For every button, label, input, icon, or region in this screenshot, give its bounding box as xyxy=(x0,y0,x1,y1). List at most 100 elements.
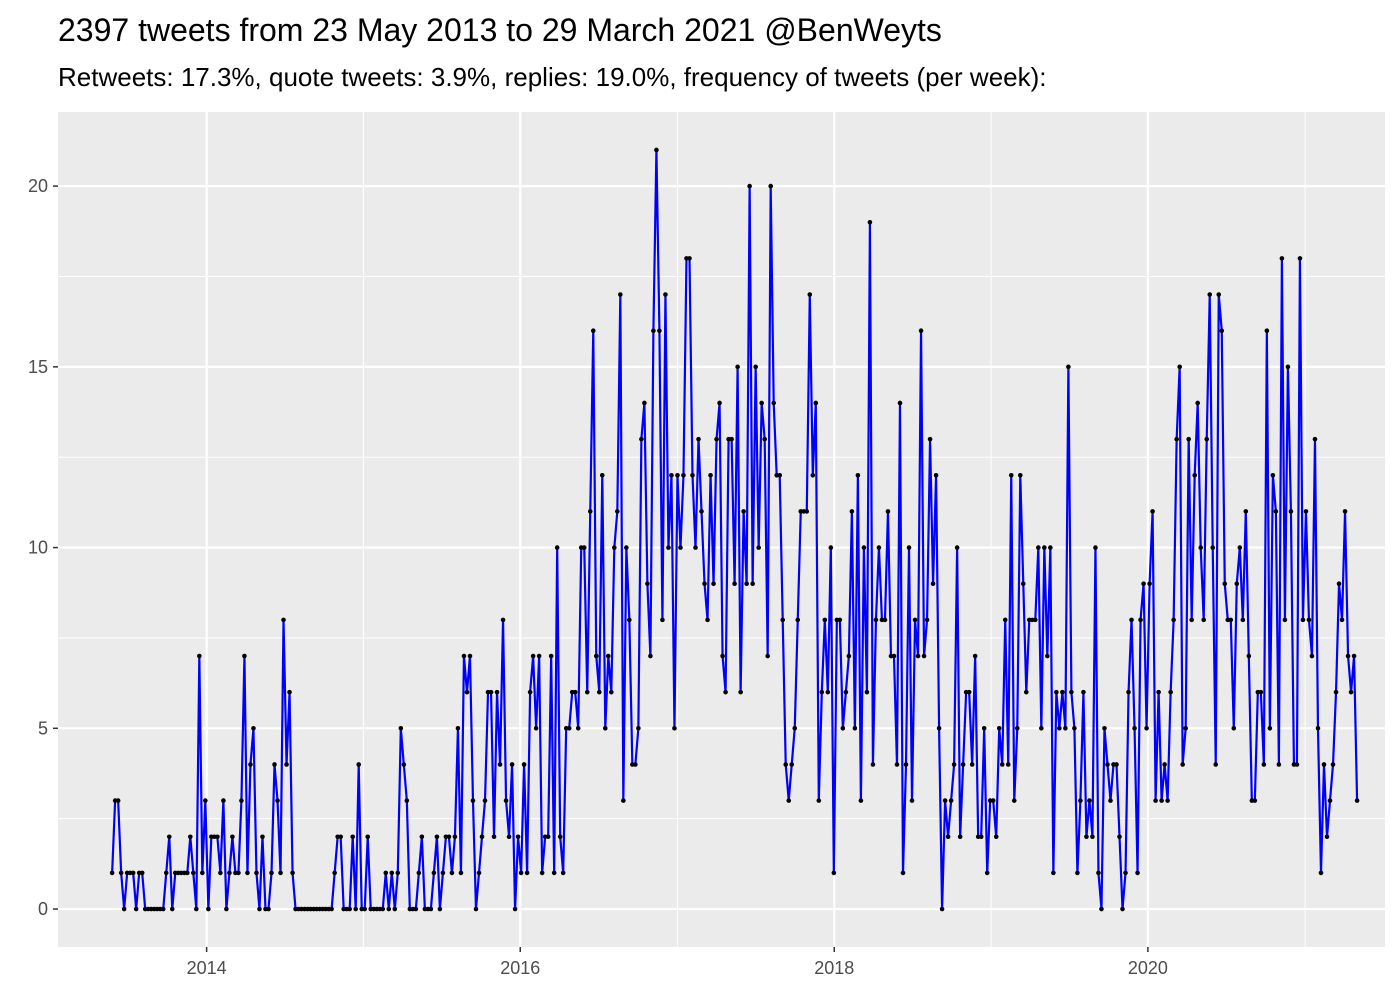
data-point xyxy=(864,689,870,695)
y-tick-label: 0 xyxy=(38,899,48,919)
data-point xyxy=(1333,689,1339,695)
data-point xyxy=(1123,870,1128,876)
data-point xyxy=(795,617,801,623)
data-point xyxy=(612,545,617,550)
data-point xyxy=(1060,689,1065,695)
data-point xyxy=(278,870,283,876)
data-point xyxy=(1120,906,1125,912)
data-point xyxy=(115,798,121,803)
data-point xyxy=(648,653,653,659)
data-point xyxy=(609,689,614,695)
data-point xyxy=(1117,834,1122,840)
data-point xyxy=(1054,689,1059,695)
data-point xyxy=(401,762,407,767)
data-point xyxy=(930,581,936,587)
data-point xyxy=(642,400,647,406)
data-point xyxy=(891,653,897,659)
data-point xyxy=(1096,870,1101,876)
data-point xyxy=(1093,545,1098,550)
data-point xyxy=(524,870,530,876)
x-tick-label: 2018 xyxy=(814,958,854,978)
data-point xyxy=(188,834,193,840)
data-point xyxy=(1336,581,1342,587)
data-point xyxy=(1081,689,1086,695)
data-point xyxy=(819,689,825,695)
data-point xyxy=(1099,906,1104,912)
data-point xyxy=(1222,581,1228,587)
y-tick-label: 15 xyxy=(28,357,48,377)
data-point xyxy=(771,400,776,406)
data-point xyxy=(663,292,668,297)
data-point xyxy=(272,762,277,767)
data-point xyxy=(1219,328,1225,333)
data-point xyxy=(1192,472,1197,478)
data-point xyxy=(825,689,831,695)
data-point xyxy=(434,834,440,840)
data-point xyxy=(1318,870,1324,876)
data-point xyxy=(672,726,677,731)
data-point xyxy=(729,436,734,442)
data-point xyxy=(1231,726,1237,731)
data-point xyxy=(714,436,719,442)
data-point xyxy=(816,798,822,803)
data-point xyxy=(1129,617,1134,623)
data-point xyxy=(753,364,758,370)
data-point xyxy=(479,834,485,840)
chart-subtitle: Retweets: 17.3%, quote tweets: 3.9%, rep… xyxy=(58,62,1047,92)
data-point xyxy=(720,653,725,659)
data-point xyxy=(1078,798,1083,803)
data-point xyxy=(1063,726,1068,731)
data-point xyxy=(1324,834,1330,840)
data-point xyxy=(224,906,229,912)
data-point xyxy=(1189,617,1194,623)
data-point xyxy=(699,509,704,514)
data-point xyxy=(1168,689,1173,695)
data-point xyxy=(951,762,957,767)
axes-layer: 0 5 10 15 20 2014 2016 2018 2020 xyxy=(28,176,1168,978)
y-tick-label: 5 xyxy=(38,718,48,738)
data-point xyxy=(783,762,789,767)
data-point xyxy=(440,870,446,876)
data-point xyxy=(428,906,434,912)
data-point xyxy=(566,726,572,731)
data-point xyxy=(353,906,359,912)
data-point xyxy=(918,328,924,333)
data-point xyxy=(269,870,274,876)
data-point xyxy=(906,545,912,550)
data-point xyxy=(215,834,220,840)
data-point xyxy=(509,762,515,767)
data-point xyxy=(380,906,386,912)
data-point xyxy=(978,834,984,840)
data-point xyxy=(915,653,921,659)
data-point xyxy=(1246,653,1252,659)
data-point xyxy=(332,870,337,876)
data-point xyxy=(957,834,963,840)
data-point xyxy=(1174,436,1179,442)
data-point xyxy=(560,870,566,876)
data-point xyxy=(266,906,271,912)
data-point xyxy=(633,762,638,767)
data-point xyxy=(984,870,990,876)
data-point xyxy=(1008,472,1014,478)
data-point xyxy=(690,472,695,478)
data-point xyxy=(666,545,671,550)
data-point xyxy=(990,798,996,803)
data-point xyxy=(747,183,752,189)
data-point xyxy=(281,617,286,623)
data-point xyxy=(362,906,368,912)
data-point xyxy=(681,472,686,478)
data-point xyxy=(203,798,208,803)
data-point xyxy=(870,762,876,767)
data-point xyxy=(885,509,891,514)
data-point xyxy=(118,870,124,876)
data-point xyxy=(200,870,205,876)
data-point xyxy=(849,509,855,514)
data-point xyxy=(506,834,512,840)
data-point xyxy=(257,906,262,912)
data-point xyxy=(1162,762,1167,767)
data-point xyxy=(618,292,623,297)
data-point xyxy=(624,545,629,550)
data-point xyxy=(416,870,422,876)
data-point xyxy=(756,545,761,550)
data-point xyxy=(1234,581,1240,587)
